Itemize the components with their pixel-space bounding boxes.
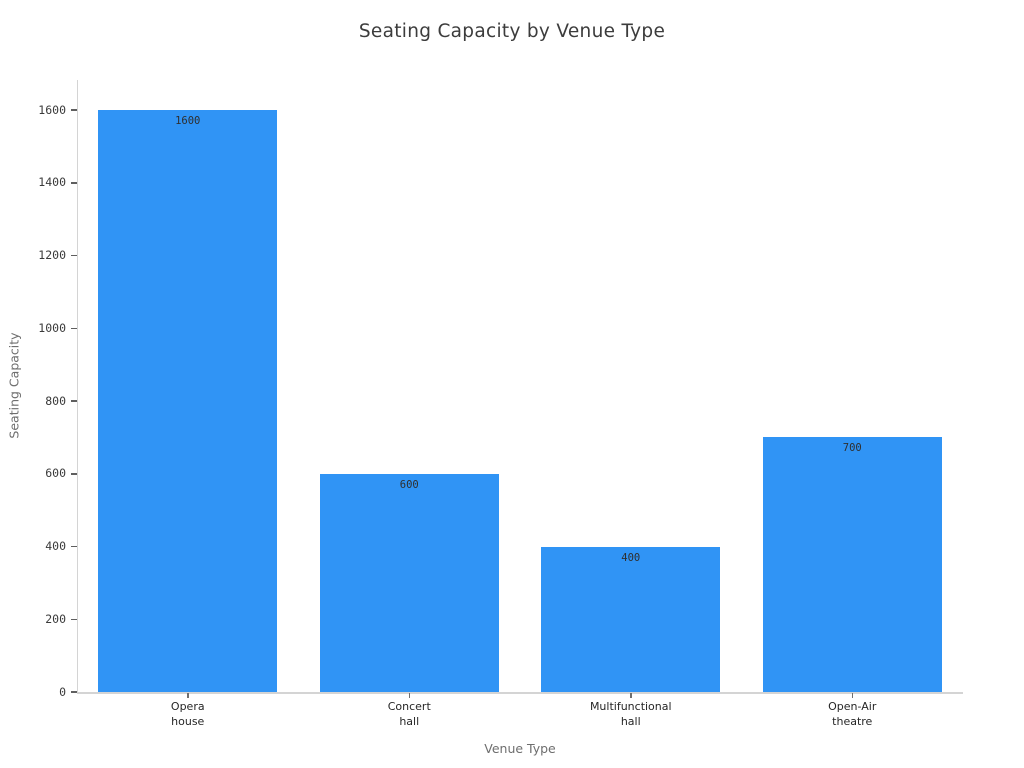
x-tick-label: Multifunctional hall	[589, 700, 672, 728]
y-tick-label: 1600	[38, 102, 66, 117]
bar-value-label: 700	[842, 442, 862, 455]
y-tick	[71, 327, 77, 329]
y-tick-label: 1200	[38, 248, 66, 262]
x-tick	[630, 693, 632, 698]
y-tick	[71, 618, 77, 620]
y-tick-label: 0	[59, 684, 66, 699]
x-axis-spine	[77, 692, 963, 694]
x-tick-label: Opera house	[170, 700, 205, 728]
y-tick	[71, 400, 77, 402]
y-tick	[71, 473, 77, 475]
y-tick-label: 200	[45, 611, 66, 626]
y-tick-label: 800	[45, 393, 66, 408]
x-tick	[851, 693, 853, 698]
chart-title: Seating Capacity by Venue Type	[358, 21, 666, 42]
y-tick	[71, 182, 77, 184]
x-tick-label: Concert hall	[387, 700, 431, 728]
y-tick-label: 1000	[38, 320, 66, 335]
x-tick	[408, 693, 410, 698]
y-tick-label: 1400	[38, 175, 66, 190]
y-tick	[71, 109, 77, 111]
y-axis-title: Seating Capacity	[6, 332, 22, 439]
y-tick	[71, 254, 77, 257]
bar	[319, 473, 499, 692]
bar	[762, 437, 942, 692]
x-axis-title: Venue Type	[484, 741, 556, 756]
y-axis-spine	[77, 80, 78, 692]
bar	[541, 546, 721, 692]
y-tick	[71, 691, 77, 693]
bar-value-label: 400	[621, 551, 641, 564]
y-tick-label: 400	[45, 539, 66, 553]
bar	[98, 110, 278, 692]
x-tick-label: Open-Air theatre	[828, 700, 877, 728]
y-tick	[71, 545, 77, 548]
bar-value-label: 1600	[175, 115, 201, 127]
y-tick-label: 600	[45, 466, 66, 481]
x-tick	[187, 693, 189, 698]
bar-value-label: 600	[399, 478, 419, 491]
